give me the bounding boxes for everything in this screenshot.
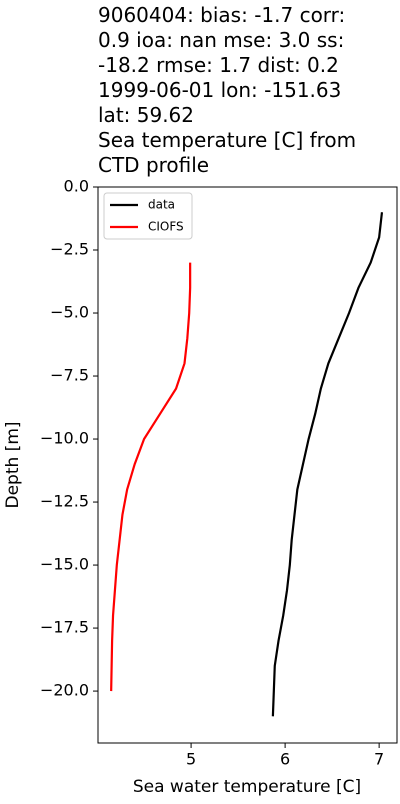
x-tick-label: 6 [280,750,290,769]
legend-label: CIOFS [148,220,184,234]
y-tick-label: −15.0 [40,555,89,574]
chart-title: Sea temperature [C] from [98,128,356,152]
chart-title: 0.9 ioa: nan mse: 3.0 ss: [98,28,344,52]
line-series [271,212,384,717]
chart-title: -18.2 rmse: 1.7 dist: 0.2 [98,53,339,77]
chart-title: CTD profile [98,153,209,177]
chart-title: 1999-06-01 lon: -151.63 [98,78,341,102]
y-tick-label: −17.5 [40,618,89,637]
x-tick-label: 7 [374,750,384,769]
y-tick-label: −5.0 [50,303,89,322]
chart-title: 9060404: bias: -1.7 corr: [98,3,345,27]
legend-label: data [148,198,175,212]
line-series [110,262,192,692]
y-tick-label: −7.5 [50,366,89,385]
plot-frame [97,186,398,744]
y-tick-label: 0.0 [64,177,89,196]
y-tick-label: −2.5 [50,240,89,259]
chart-title: lat: 59.62 [98,103,194,127]
x-tick-label: 5 [186,750,196,769]
x-axis-label: Sea water temperature [C] [133,777,361,797]
y-axis-label: Depth [m] [3,421,23,508]
y-tick-label: −20.0 [40,681,89,700]
y-tick-label: −12.5 [40,492,89,511]
y-tick-label: −10.0 [40,429,89,448]
